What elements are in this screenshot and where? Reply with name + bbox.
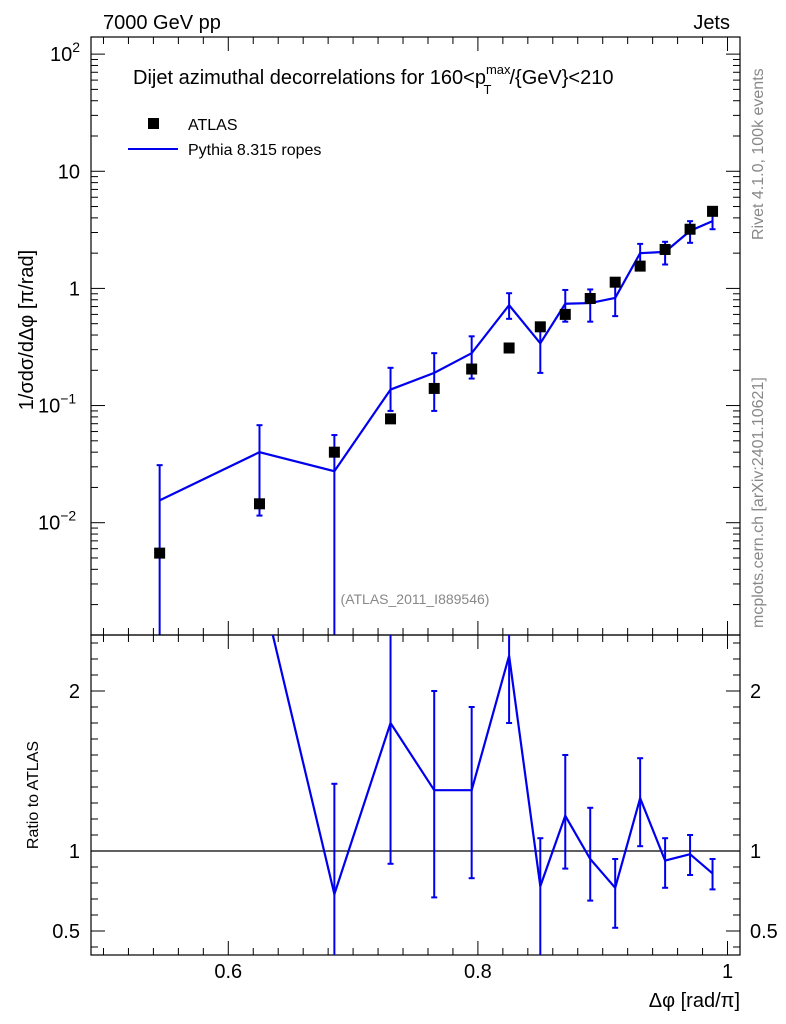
ratio-panel: 0.5 0.5 1 1 2 2 Ratio to ATLAS — [25, 634, 778, 956]
atlas-series — [154, 205, 719, 559]
atlas-data-point — [428, 382, 440, 394]
atlas-data-point — [534, 321, 546, 333]
y-tick-label: 102 — [50, 39, 80, 66]
main-y-axis-label: 1/σdσ/dΔφ [π/rad] — [16, 250, 38, 410]
ratio-y-tick-label: 1 — [69, 841, 80, 863]
ratio-y-axis-label: Ratio to ATLAS — [25, 741, 42, 849]
title-superscript: max — [486, 62, 511, 77]
main-y-ticks — [91, 53, 740, 606]
atlas-data-point — [385, 413, 397, 425]
legend: ATLAS Pythia 8.315 ropes — [128, 117, 321, 159]
legend-atlas-label: ATLAS — [188, 117, 238, 134]
ratio-panel-frame — [90, 634, 741, 956]
title-suffix: /{GeV}<210 — [509, 67, 613, 89]
main-y-tick-labels: 10−2 10−1 1 10 102 — [38, 39, 80, 535]
y-tick-label: 10−2 — [38, 508, 76, 535]
y-tick-label: 10−1 — [38, 391, 76, 418]
atlas-data-point — [584, 293, 596, 305]
legend-atlas-marker — [148, 118, 159, 129]
atlas-data-point — [466, 363, 478, 375]
y-tick-label: 1 — [69, 278, 80, 300]
ratio-y-ticks: 0.5 0.5 1 1 2 2 — [52, 642, 778, 948]
mc-line — [159, 220, 713, 502]
y-tick-label: 10 — [58, 161, 80, 183]
ratio-y-tick-label: 2 — [69, 681, 80, 703]
analysis-watermark: (ATLAS_2011_I889546) — [341, 591, 490, 607]
mc-series — [156, 212, 716, 635]
main-panel: 10−2 10−1 1 10 102 Dijet azimuthal decorrela… — [16, 36, 741, 636]
title-subscript: T — [484, 82, 492, 97]
mcplots-label: mcplots.cern.ch [arXiv:2401.10621] — [750, 377, 767, 628]
atlas-data-point — [684, 223, 696, 235]
atlas-data-point — [659, 243, 671, 255]
ratio-mc-series — [271, 635, 716, 955]
atlas-data-point — [559, 308, 571, 320]
x-tick-label: 0.6 — [214, 961, 242, 983]
x-ticks: 0.6 0.8 1 — [102, 37, 733, 983]
ratio-y-tick-label-right: 2 — [750, 681, 761, 703]
ratio-y-tick-label-right: 1 — [750, 841, 761, 863]
x-tick-label: 0.8 — [464, 961, 492, 983]
atlas-data-point — [634, 260, 646, 272]
ratio-y-tick-label: 0.5 — [52, 921, 80, 943]
rivet-label: Rivet 4.1.0, 100k events — [750, 68, 767, 240]
x-axis-label: Δφ [rad/π] — [649, 990, 740, 1012]
header-left-label: 7000 GeV pp — [103, 12, 221, 34]
ratio-line — [271, 635, 714, 899]
atlas-data-point — [707, 205, 719, 217]
chart-title: Dijet azimuthal decorrelations for 160<p… — [133, 62, 613, 97]
x-tick-label: 1 — [722, 961, 733, 983]
atlas-data-point — [328, 446, 340, 458]
ratio-y-tick-label-right: 0.5 — [750, 921, 778, 943]
atlas-data-point — [154, 547, 166, 559]
header-right-label: Jets — [693, 12, 730, 34]
atlas-data-point — [609, 276, 621, 288]
atlas-data-point — [253, 498, 265, 510]
legend-pythia-label: Pythia 8.315 ropes — [188, 142, 321, 159]
atlas-data-point — [503, 342, 515, 354]
title-prefix: Dijet azimuthal decorrelations for 160<p — [133, 67, 486, 89]
